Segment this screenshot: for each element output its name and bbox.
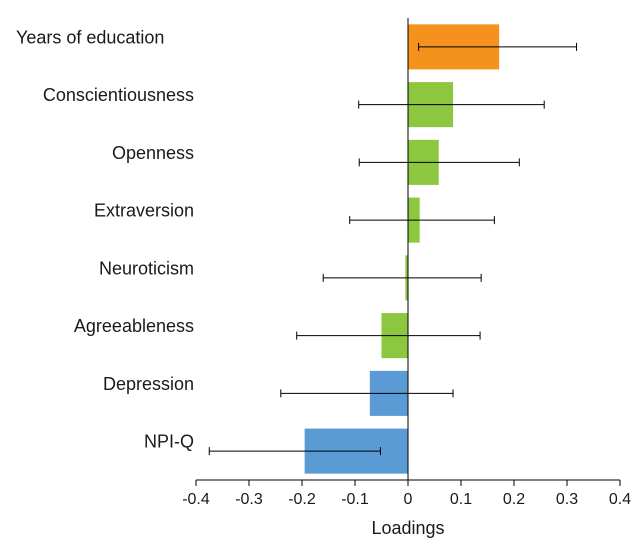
error-bar-conscientiousness (358, 100, 545, 109)
bars-group (304, 24, 500, 474)
x-tick-label: 0.2 (503, 491, 525, 508)
error-bar-depression (280, 389, 454, 398)
x-tick-label: 0.1 (450, 491, 472, 508)
x-tick-label: 0.4 (609, 491, 631, 508)
x-tick-label: -0.3 (235, 491, 263, 508)
category-label: Openness (112, 143, 194, 163)
error-bar-openness (358, 158, 520, 167)
error-bar-npi-q (208, 447, 381, 456)
x-axis-title: Loadings (371, 518, 444, 538)
error-bar-agreeableness (296, 331, 481, 340)
x-tick-label: 0.3 (556, 491, 578, 508)
category-label: NPI-Q (144, 432, 194, 452)
error-bar-neuroticism (322, 273, 482, 282)
category-label: Neuroticism (99, 258, 194, 278)
category-label: Years of education (16, 27, 164, 47)
x-tick-label: -0.2 (288, 491, 316, 508)
x-tick-label: -0.4 (182, 491, 210, 508)
category-label: Extraversion (94, 201, 194, 221)
x-tick-label: -0.1 (341, 491, 369, 508)
error-bar-extraversion (349, 216, 495, 225)
category-label: Depression (103, 374, 194, 394)
error-bar-years-of-education (418, 42, 578, 51)
category-label: Conscientiousness (43, 85, 194, 105)
error-bars-group (208, 42, 578, 456)
category-label: Agreeableness (74, 316, 194, 336)
x-ticks-group: -0.4 -0.3 -0.2 -0.1 0 0.1 0.2 0.3 0.4 (182, 480, 631, 508)
category-labels-group: Years of education Conscientiousness Openn… (16, 27, 194, 451)
x-tick-label: 0 (404, 491, 413, 508)
